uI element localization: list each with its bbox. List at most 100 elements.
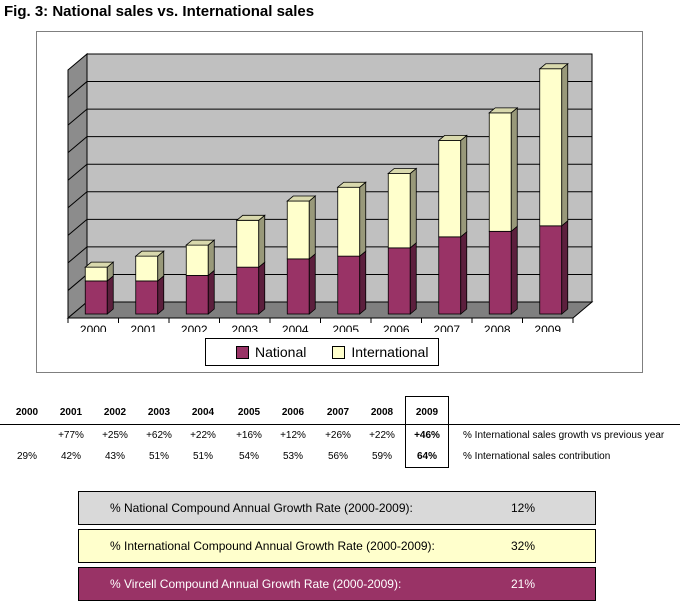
bar-side-international-2007 (460, 134, 468, 238)
cagr-vircell-box: % Vircell Compound Annual Growth Rate (2… (78, 567, 596, 601)
contribution-value-2003: 51% (148, 451, 169, 462)
legend-label-international: International (351, 344, 429, 360)
contribution-value-2004: 51% (192, 451, 213, 462)
bar-side-national-2008 (510, 225, 518, 315)
cagr-vircell-label: % Vircell Compound Annual Growth Rate (2… (110, 577, 402, 591)
legend-swatch-national (236, 345, 249, 359)
bar-side-national-2000 (106, 275, 114, 315)
x-tick-label-2004: 2004 (282, 323, 309, 332)
bar-international-2006 (387, 173, 411, 249)
growth-value-2002: +25% (102, 430, 128, 441)
gridline (67, 218, 88, 236)
bar-side-national-2001 (157, 275, 165, 315)
cagr-international-box: % International Compound Annual Growth R… (78, 529, 596, 563)
bar-international-2003 (236, 219, 260, 268)
bar-national-2008 (488, 230, 512, 315)
bar-international-2008 (488, 112, 512, 232)
contribution-label: % International sales contribution (463, 451, 611, 462)
gridline (67, 81, 88, 98)
growth-value-2007: +26% (325, 430, 351, 441)
bar-side-international-2003 (258, 214, 266, 269)
cagr-international-value: 32% (511, 539, 536, 553)
bar-international-2001 (135, 255, 159, 282)
x-tick-label-2006: 2006 (383, 323, 410, 332)
year-header-2007: 2007 (326, 407, 350, 418)
contribution-value-2007: 56% (327, 451, 348, 462)
year-header-2000: 2000 (15, 407, 39, 418)
bar-side-national-2009 (561, 219, 569, 315)
bar-top-2001 (134, 250, 165, 257)
growth-value-2001: +77% (58, 430, 84, 441)
legend-label-national: National (255, 344, 307, 360)
bar-top-2005 (336, 181, 367, 188)
contribution-value-2001: 42% (60, 451, 81, 462)
contribution-value-2005: 54% (238, 451, 259, 462)
bar-top-2008 (488, 107, 519, 114)
bar-national-2002 (185, 275, 209, 315)
bar-national-2009 (539, 225, 563, 315)
bar-side-international-2005 (359, 181, 367, 257)
bar-international-2005 (337, 186, 361, 257)
bar-national-2005 (337, 255, 361, 315)
growth-value-2003: +62% (146, 430, 172, 441)
year-header-2008: 2008 (370, 407, 394, 418)
bar-national-2001 (135, 280, 159, 315)
contribution-value-2002: 43% (104, 451, 125, 462)
bar-top-2002 (185, 239, 216, 246)
x-tick-label-2003: 2003 (231, 323, 258, 332)
cagr-international-label: % International Compound Annual Growth R… (110, 539, 435, 553)
growth-value-2009: +46% (414, 430, 440, 441)
stacked-bar-chart: 2000 2001 2002 2003 2004 2005 2006 2007 2008 2009 (66, 52, 594, 332)
x-tick-label-2009: 2009 (534, 323, 561, 332)
bar-international-2009 (539, 68, 563, 227)
x-tick-label-2000: 2000 (80, 323, 107, 332)
bar-national-2000 (84, 280, 108, 315)
bar-national-2004 (286, 258, 310, 315)
gridline (67, 191, 88, 209)
bar-side-national-2005 (359, 250, 367, 315)
bar-international-2000 (84, 266, 108, 282)
stats-table: % International sales growth vs previous… (0, 395, 680, 475)
chart-side-wall (67, 52, 88, 320)
bar-top-2009 (538, 63, 569, 70)
page-title: Fig. 3: National sales vs. International… (4, 3, 315, 20)
cagr-national-box: % National Compound Annual Growth Rate (… (78, 491, 596, 525)
cagr-vircell-value: 21% (511, 577, 536, 591)
growth-value-2005: +16% (236, 430, 262, 441)
bar-side-international-2009 (561, 62, 569, 227)
bar-top-2003 (235, 214, 266, 221)
bar-national-2007 (438, 236, 462, 315)
bar-top-2004 (286, 195, 317, 202)
x-tick-label-2005: 2005 (332, 323, 359, 332)
year-header-2002: 2002 (103, 407, 127, 418)
contribution-value-2006: 53% (282, 451, 303, 462)
contribution-value-2009: 64% (416, 451, 437, 462)
bar-side-national-2004 (308, 253, 316, 315)
bar-side-national-2007 (460, 230, 468, 315)
contribution-value-2000: 29% (16, 451, 37, 462)
x-tick-label-2008: 2008 (484, 323, 511, 332)
growth-value-2004: +22% (190, 430, 216, 441)
bar-top-2000 (84, 261, 115, 268)
bar-side-international-2002 (207, 239, 215, 277)
gridline (67, 274, 88, 291)
growth-label: % International sales growth vs previous… (463, 430, 665, 441)
bar-international-2002 (185, 244, 209, 276)
x-tick-label-2001: 2001 (130, 323, 157, 332)
x-tick-label-2007: 2007 (433, 323, 460, 332)
growth-value-2008: +22% (369, 430, 395, 441)
cagr-national-value: 12% (511, 501, 536, 515)
year-header-2003: 2003 (147, 407, 171, 418)
growth-value-2006: +12% (280, 430, 306, 441)
bar-international-2007 (438, 140, 462, 238)
bar-top-2007 (437, 135, 468, 141)
legend-swatch-international (332, 345, 346, 359)
bar-national-2003 (236, 266, 260, 315)
bar-side-international-2008 (510, 106, 518, 233)
legend-item-national: National (236, 344, 306, 360)
gridline (67, 246, 88, 264)
x-tick-label-2002: 2002 (181, 323, 208, 332)
year-header-2006: 2006 (281, 407, 305, 418)
bar-top-2006 (387, 168, 418, 174)
chart-legend: National International (205, 338, 439, 366)
